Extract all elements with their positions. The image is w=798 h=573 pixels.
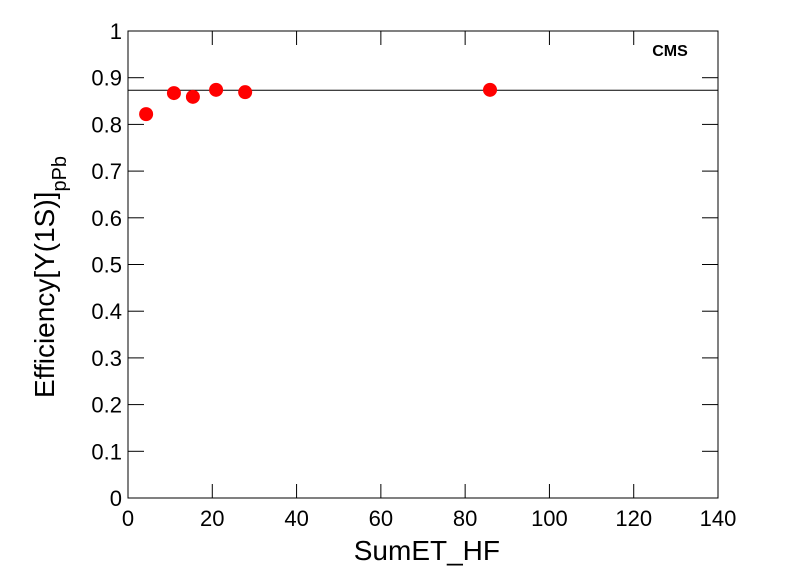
y-axis-label-main: Efficiency[Υ(1S)] — [29, 192, 60, 398]
y-tick-label: 0.3 — [91, 346, 122, 371]
y-axis-label: Efficiency[Υ(1S)]pPb — [29, 156, 71, 398]
x-tick-label: 40 — [284, 506, 308, 531]
data-point — [238, 85, 253, 100]
y-tick-label: 0.9 — [91, 66, 122, 91]
y-tick-label: 0 — [110, 486, 122, 511]
x-tick-label: 120 — [615, 506, 652, 531]
y-tick-label: 0.5 — [91, 253, 122, 278]
x-tick-label: 80 — [453, 506, 477, 531]
data-point — [483, 82, 498, 97]
data-point — [185, 89, 200, 104]
x-tick-label: 0 — [122, 506, 134, 531]
data-point — [166, 86, 181, 101]
data-point — [209, 82, 224, 97]
y-tick-label: 0.4 — [91, 299, 122, 324]
y-tick-label: 0.6 — [91, 206, 122, 231]
x-tick-label: 60 — [369, 506, 393, 531]
y-tick-label: 0.7 — [91, 159, 122, 184]
y-tick-label: 0.8 — [91, 112, 122, 137]
y-axis-label-sub: pPb — [49, 156, 71, 192]
x-tick-label: 140 — [700, 506, 737, 531]
plot-frame — [127, 30, 719, 499]
x-tick-label: 20 — [200, 506, 224, 531]
annotation: CMS — [652, 43, 688, 60]
y-tick-label: 0.1 — [91, 439, 122, 464]
x-axis-label: SumET_HF — [354, 535, 500, 566]
y-tick-label: 1 — [110, 19, 122, 44]
data-point — [139, 107, 154, 122]
x-tick-label: 100 — [531, 506, 568, 531]
y-tick-label: 0.2 — [91, 393, 122, 418]
